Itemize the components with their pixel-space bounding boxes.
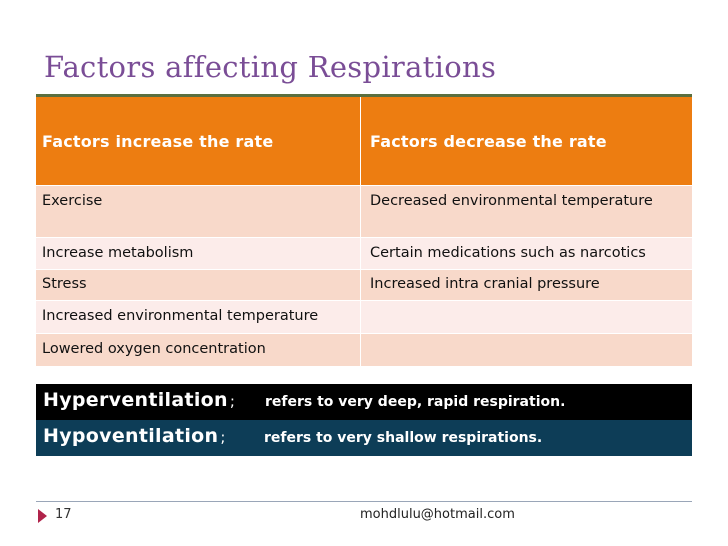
slide-title: Factors affecting Respirations: [44, 50, 497, 84]
hyperventilation-row: Hyperventilation; refers to very deep, r…: [36, 384, 692, 420]
hypoventilation-definition: refers to very shallow respirations.: [264, 430, 543, 446]
triangle-right-icon: [38, 509, 47, 523]
hypoventilation-row: Hypoventilation; refers to very shallow …: [36, 420, 692, 456]
table-row: Stress Increased intra cranial pressure: [36, 269, 692, 300]
title-divider: [36, 94, 692, 98]
hyperventilation-term: Hyperventilation;: [43, 389, 235, 411]
table-cell: Exercise: [36, 185, 361, 237]
table-header-row: Factors increase the rate Factors decrea…: [36, 97, 692, 185]
table-row: Increased environmental temperature: [36, 300, 692, 333]
term-separator: ;: [220, 428, 226, 446]
table-cell: Increased intra cranial pressure: [361, 269, 692, 300]
header-decrease: Factors decrease the rate: [361, 97, 692, 185]
factors-table: Factors increase the rate Factors decrea…: [36, 97, 692, 366]
table-row: Increase metabolism Certain medications …: [36, 237, 692, 269]
term-label: Hyperventilation: [43, 389, 228, 411]
hypoventilation-term: Hypoventilation;: [43, 425, 226, 447]
footer-divider: [36, 501, 692, 502]
header-increase: Factors increase the rate: [36, 97, 361, 185]
table-cell: Increase metabolism: [36, 237, 361, 269]
table-cell: Increased environmental temperature: [36, 300, 361, 333]
table-row: Exercise Decreased environmental tempera…: [36, 185, 692, 237]
page-number: 17: [55, 507, 72, 522]
table-row: Lowered oxygen concentration: [36, 333, 692, 366]
hyperventilation-definition: refers to very deep, rapid respiration.: [265, 394, 566, 410]
table-cell: Certain medications such as narcotics: [361, 237, 692, 269]
term-separator: ;: [229, 392, 236, 410]
footer-email: mohdlulu@hotmail.com: [360, 507, 515, 522]
table-cell: [361, 300, 692, 333]
table-cell: Decreased environmental temperature: [361, 185, 692, 237]
table-cell: [361, 333, 692, 366]
table-cell: Stress: [36, 269, 361, 300]
table-cell: Lowered oxygen concentration: [36, 333, 361, 366]
term-label: Hypoventilation: [43, 425, 219, 447]
